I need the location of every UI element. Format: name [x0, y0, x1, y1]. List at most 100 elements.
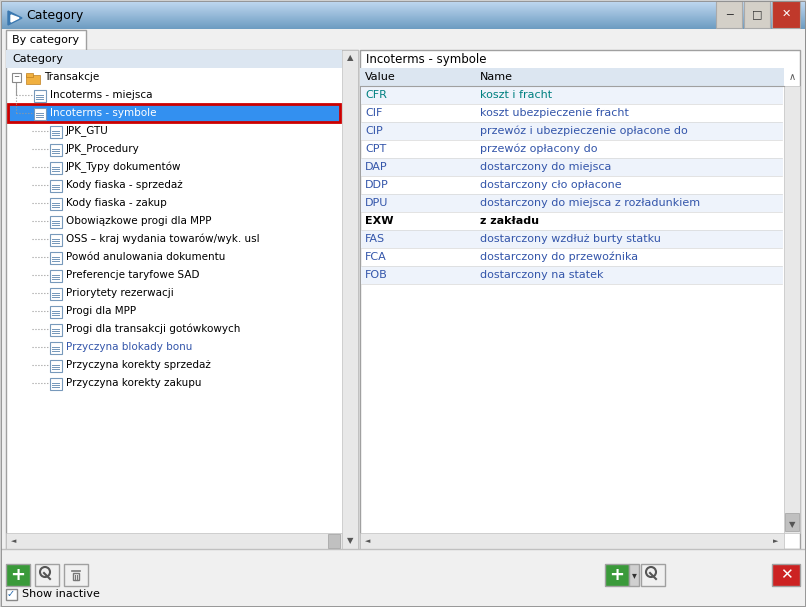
- Bar: [716, 1, 742, 28]
- Bar: [1, 12, 805, 13]
- Bar: [52, 187, 60, 188]
- Text: przewóz i ubezpieczenie opłacone do: przewóz i ubezpieczenie opłacone do: [480, 126, 688, 136]
- Bar: [361, 158, 783, 176]
- Bar: [342, 50, 358, 549]
- Bar: [8, 104, 340, 122]
- Bar: [0, 549, 806, 607]
- Text: ▼: ▼: [347, 537, 353, 546]
- Bar: [52, 365, 60, 366]
- Bar: [1, 15, 805, 16]
- Bar: [1, 20, 805, 21]
- Text: EXW: EXW: [365, 216, 393, 226]
- Bar: [50, 234, 62, 246]
- Text: Progi dla transakcji gotówkowych: Progi dla transakcji gotówkowych: [66, 324, 240, 334]
- Text: +: +: [609, 566, 625, 584]
- Bar: [52, 241, 60, 242]
- Bar: [1, 1, 805, 2]
- Text: By category: By category: [12, 35, 80, 45]
- Text: DDP: DDP: [365, 180, 388, 190]
- Bar: [52, 351, 60, 352]
- Text: JPK_Typy dokumentów: JPK_Typy dokumentów: [66, 161, 181, 173]
- Text: DPU: DPU: [365, 198, 388, 208]
- Bar: [6, 30, 86, 50]
- Bar: [52, 347, 60, 348]
- Text: dostarczony do miejsca z rozładunkiem: dostarczony do miejsca z rozładunkiem: [480, 198, 700, 208]
- Bar: [361, 230, 783, 248]
- Bar: [1, 25, 805, 26]
- Bar: [73, 573, 79, 580]
- Bar: [772, 1, 800, 28]
- Text: Przyczyna korekty zakupu: Przyczyna korekty zakupu: [66, 378, 202, 388]
- Bar: [1, 28, 805, 29]
- Bar: [1, 17, 805, 18]
- Bar: [328, 534, 340, 548]
- Bar: [1, 27, 805, 28]
- Bar: [50, 144, 62, 156]
- Bar: [360, 68, 784, 86]
- Text: przewóz opłacony do: przewóz opłacony do: [480, 144, 597, 154]
- Bar: [26, 73, 33, 77]
- Text: Transakcje: Transakcje: [44, 72, 99, 82]
- Bar: [50, 162, 62, 174]
- Text: □: □: [752, 9, 762, 19]
- Bar: [1, 6, 805, 7]
- Bar: [36, 117, 44, 118]
- Bar: [52, 383, 60, 384]
- Bar: [1, 19, 805, 20]
- Bar: [1, 14, 805, 15]
- Text: dostarczony wzdłuż burty statku: dostarczony wzdłuż burty statku: [480, 234, 661, 244]
- Text: dostarczony do przewoźnika: dostarczony do przewoźnika: [480, 252, 638, 262]
- Bar: [52, 295, 60, 296]
- Text: Przyczyna blokady bonu: Przyczyna blokady bonu: [66, 342, 193, 352]
- Text: z zakładu: z zakładu: [480, 216, 539, 226]
- Bar: [52, 257, 60, 258]
- Bar: [52, 333, 60, 334]
- Text: ◄: ◄: [11, 538, 17, 544]
- Bar: [1, 10, 805, 11]
- Text: dostarczony na statek: dostarczony na statek: [480, 270, 604, 280]
- Text: Obowiązkowe progi dla MPP: Obowiązkowe progi dla MPP: [66, 216, 211, 226]
- Bar: [52, 133, 60, 134]
- Bar: [52, 203, 60, 204]
- Bar: [52, 261, 60, 262]
- Bar: [36, 113, 44, 114]
- Bar: [36, 99, 44, 100]
- Text: JPK_GTU: JPK_GTU: [66, 126, 109, 137]
- Bar: [1, 8, 805, 9]
- Text: CIP: CIP: [365, 126, 383, 136]
- Bar: [1, 5, 805, 6]
- Bar: [361, 266, 783, 284]
- Bar: [52, 135, 60, 136]
- Text: Incoterms - symbole: Incoterms - symbole: [366, 52, 487, 66]
- Text: Category: Category: [12, 54, 63, 64]
- Text: FAS: FAS: [365, 234, 385, 244]
- Text: Preferencje taryfowe SAD: Preferencje taryfowe SAD: [66, 270, 200, 280]
- Bar: [50, 216, 62, 228]
- Bar: [52, 277, 60, 278]
- Bar: [52, 349, 60, 350]
- Text: ─: ─: [725, 9, 733, 19]
- Bar: [50, 198, 62, 210]
- Text: Incoterms - miejsca: Incoterms - miejsca: [50, 90, 152, 100]
- Bar: [1, 2, 805, 3]
- Text: ►: ►: [773, 538, 779, 544]
- Text: Show inactive: Show inactive: [22, 589, 100, 599]
- Bar: [52, 153, 60, 154]
- Text: Category: Category: [26, 8, 83, 21]
- Text: dostarczony do miejsca: dostarczony do miejsca: [480, 162, 612, 172]
- Bar: [1, 3, 805, 4]
- Bar: [52, 243, 60, 244]
- Bar: [52, 239, 60, 240]
- Bar: [1, 23, 805, 24]
- Bar: [52, 167, 60, 168]
- Bar: [52, 297, 60, 298]
- Bar: [784, 86, 800, 533]
- Text: ◄: ◄: [365, 538, 371, 544]
- Text: Progi dla MPP: Progi dla MPP: [66, 306, 136, 316]
- Bar: [52, 185, 60, 186]
- Text: CPT: CPT: [365, 144, 386, 154]
- Bar: [1, 24, 805, 25]
- Bar: [1, 7, 805, 8]
- Bar: [1, 16, 805, 17]
- Text: OSS – kraj wydania towarów/wyk. usl: OSS – kraj wydania towarów/wyk. usl: [66, 234, 260, 244]
